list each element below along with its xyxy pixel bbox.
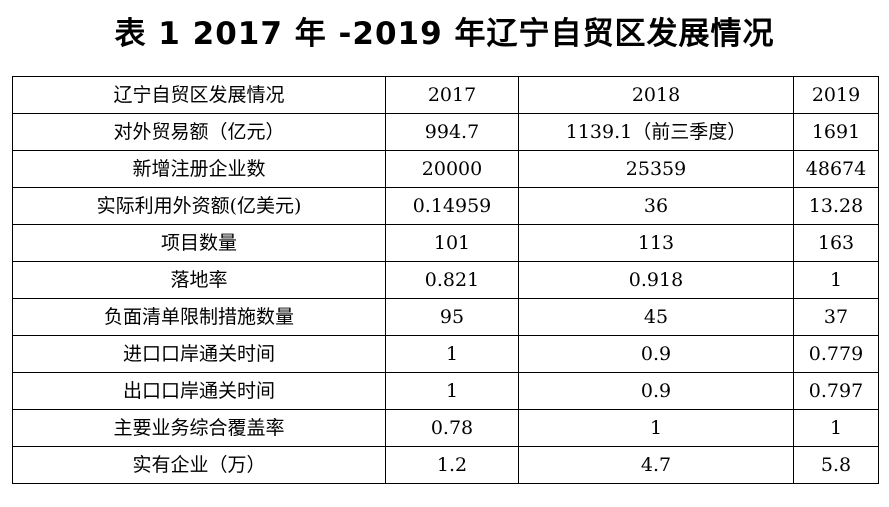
table-header-row: 辽宁自贸区发展情况 2017 2018 2019	[12, 76, 879, 114]
row-label: 新增注册企业数	[12, 150, 386, 188]
header-cell-category: 辽宁自贸区发展情况	[12, 76, 386, 114]
cell-2018: 45	[518, 298, 794, 336]
row-label: 对外贸易额（亿元）	[12, 113, 386, 151]
row-label: 出口口岸通关时间	[12, 372, 386, 410]
cell-2018: 113	[518, 224, 794, 262]
cell-2019: 0.779	[793, 335, 879, 373]
row-label: 项目数量	[12, 224, 386, 262]
cell-2019: 163	[793, 224, 879, 262]
row-label: 落地率	[12, 261, 386, 299]
cell-2017: 994.7	[385, 113, 519, 151]
cell-2017: 0.14959	[385, 187, 519, 225]
cell-2018: 1139.1（前三季度）	[518, 113, 794, 151]
cell-2017: 0.78	[385, 409, 519, 447]
header-cell-2017: 2017	[385, 76, 519, 114]
table-row-export-clearance: 出口口岸通关时间 1 0.9 0.797	[12, 372, 879, 410]
cell-2018: 1	[518, 409, 794, 447]
cell-2017: 1	[385, 372, 519, 410]
header-cell-2019: 2019	[793, 76, 879, 114]
table-row-new-enterprises: 新增注册企业数 20000 25359 48674	[12, 150, 879, 188]
cell-2019: 37	[793, 298, 879, 336]
cell-2019: 1	[793, 261, 879, 299]
cell-2019: 13.28	[793, 187, 879, 225]
table-row-business-coverage: 主要业务综合覆盖率 0.78 1 1	[12, 409, 879, 447]
row-label: 负面清单限制措施数量	[12, 298, 386, 336]
header-cell-2018: 2018	[518, 76, 794, 114]
cell-2019: 0.797	[793, 372, 879, 410]
cell-2019: 1691	[793, 113, 879, 151]
cell-2019: 5.8	[793, 446, 879, 484]
table-row-project-count: 项目数量 101 113 163	[12, 224, 879, 262]
cell-2018: 0.9	[518, 335, 794, 373]
table-row-import-clearance: 进口口岸通关时间 1 0.9 0.779	[12, 335, 879, 373]
row-label: 主要业务综合覆盖率	[12, 409, 386, 447]
cell-2018: 25359	[518, 150, 794, 188]
cell-2017: 101	[385, 224, 519, 262]
cell-2018: 4.7	[518, 446, 794, 484]
data-table: 辽宁自贸区发展情况 2017 2018 2019 对外贸易额（亿元） 994.7…	[12, 76, 879, 484]
table-row-foreign-trade: 对外贸易额（亿元） 994.7 1139.1（前三季度） 1691	[12, 113, 879, 151]
table-row-negative-list: 负面清单限制措施数量 95 45 37	[12, 298, 879, 336]
table-title: 表 1 2017 年 -2019 年辽宁自贸区发展情况	[114, 16, 775, 52]
table-row-foreign-investment: 实际利用外资额(亿美元) 0.14959 36 13.28	[12, 187, 879, 225]
cell-2018: 0.9	[518, 372, 794, 410]
cell-2019: 48674	[793, 150, 879, 188]
cell-2017: 1	[385, 335, 519, 373]
row-label: 实际利用外资额(亿美元)	[12, 187, 386, 225]
row-label: 进口口岸通关时间	[12, 335, 386, 373]
table-row-existing-enterprises: 实有企业（万） 1.2 4.7 5.8	[12, 446, 879, 484]
cell-2017: 95	[385, 298, 519, 336]
cell-2017: 20000	[385, 150, 519, 188]
cell-2018: 0.918	[518, 261, 794, 299]
cell-2017: 1.2	[385, 446, 519, 484]
cell-2018: 36	[518, 187, 794, 225]
cell-2019: 1	[793, 409, 879, 447]
table-row-landing-rate: 落地率 0.821 0.918 1	[12, 261, 879, 299]
row-label: 实有企业（万）	[12, 446, 386, 484]
cell-2017: 0.821	[385, 261, 519, 299]
